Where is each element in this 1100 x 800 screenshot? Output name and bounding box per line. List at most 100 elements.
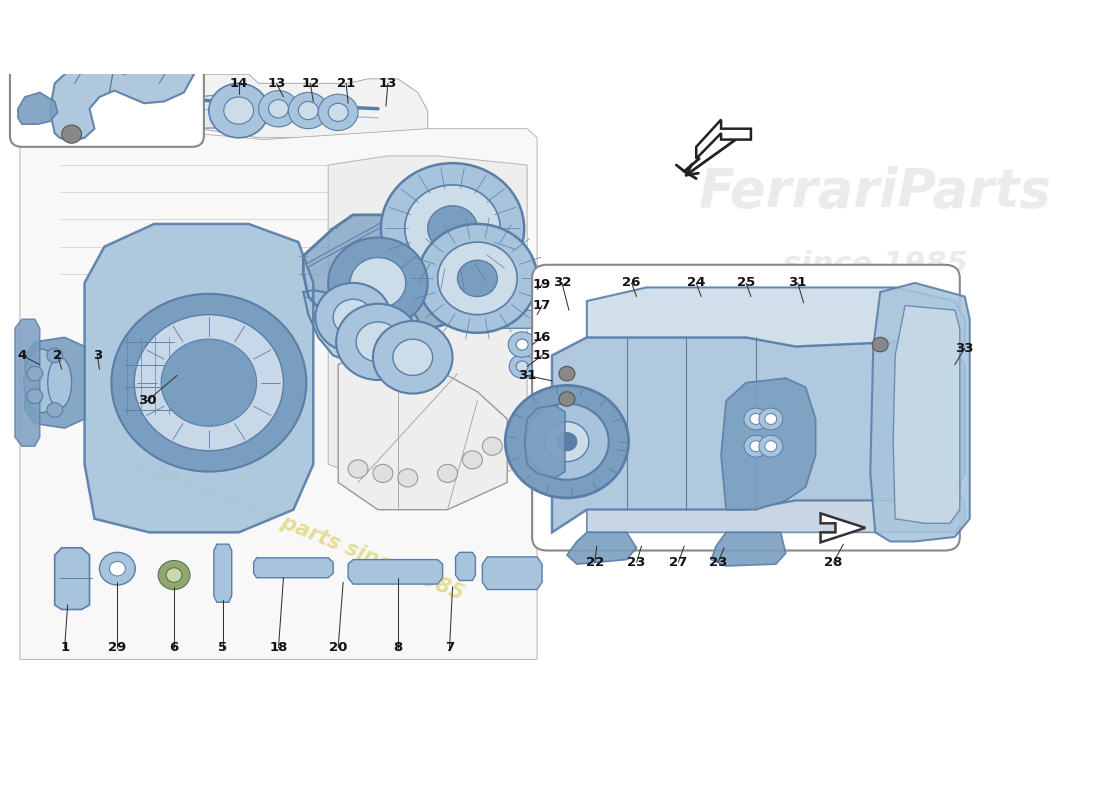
Text: 29: 29: [108, 641, 126, 654]
Polygon shape: [328, 156, 527, 482]
Text: 24: 24: [688, 277, 705, 290]
Text: 19: 19: [532, 278, 551, 291]
Polygon shape: [483, 557, 542, 590]
Circle shape: [544, 422, 588, 462]
Circle shape: [46, 402, 63, 417]
Polygon shape: [893, 306, 960, 523]
Polygon shape: [254, 558, 333, 578]
Text: 17: 17: [532, 299, 551, 312]
Text: 3: 3: [92, 349, 102, 362]
FancyBboxPatch shape: [532, 265, 960, 550]
Circle shape: [750, 441, 762, 452]
Polygon shape: [722, 378, 815, 510]
Text: 16: 16: [532, 331, 551, 344]
Circle shape: [223, 97, 254, 124]
Polygon shape: [18, 93, 57, 124]
Circle shape: [764, 441, 777, 452]
Circle shape: [328, 103, 348, 122]
Circle shape: [318, 94, 359, 130]
Circle shape: [134, 314, 284, 450]
Circle shape: [744, 435, 768, 457]
Circle shape: [373, 321, 452, 394]
Circle shape: [109, 562, 125, 576]
Circle shape: [872, 338, 888, 352]
Text: 8: 8: [393, 641, 403, 654]
Circle shape: [462, 450, 483, 469]
Text: 32: 32: [553, 277, 571, 290]
Polygon shape: [525, 406, 565, 478]
Text: 20: 20: [329, 641, 348, 654]
Polygon shape: [455, 552, 475, 581]
Text: 12: 12: [301, 77, 319, 90]
Circle shape: [350, 258, 406, 308]
Polygon shape: [55, 548, 89, 610]
Circle shape: [438, 464, 458, 482]
Text: 2: 2: [53, 349, 63, 362]
Text: 5: 5: [218, 641, 228, 654]
Text: 15: 15: [532, 349, 551, 362]
Text: 27: 27: [669, 556, 688, 569]
Text: 14: 14: [230, 77, 248, 90]
Polygon shape: [304, 215, 487, 338]
Polygon shape: [870, 283, 970, 542]
Circle shape: [333, 299, 373, 335]
Text: 9: 9: [77, 0, 86, 1]
Circle shape: [258, 90, 298, 127]
Text: 31: 31: [789, 277, 807, 290]
Circle shape: [111, 294, 306, 472]
Polygon shape: [552, 338, 965, 532]
Circle shape: [46, 348, 63, 362]
Circle shape: [405, 185, 500, 272]
Text: 31: 31: [518, 369, 537, 382]
Polygon shape: [348, 559, 442, 584]
Circle shape: [428, 206, 477, 251]
Circle shape: [509, 354, 535, 378]
Circle shape: [505, 386, 628, 498]
Polygon shape: [184, 93, 258, 129]
Circle shape: [559, 366, 575, 381]
FancyBboxPatch shape: [10, 0, 204, 147]
Circle shape: [381, 163, 525, 294]
Circle shape: [759, 408, 783, 430]
Circle shape: [373, 464, 393, 482]
Circle shape: [298, 102, 318, 120]
Text: 13: 13: [378, 77, 397, 90]
Text: 25: 25: [737, 277, 755, 290]
Text: 13: 13: [267, 77, 286, 90]
Circle shape: [744, 408, 768, 430]
Polygon shape: [821, 514, 866, 542]
Circle shape: [62, 125, 81, 143]
Text: 7: 7: [446, 641, 454, 654]
Polygon shape: [20, 129, 537, 659]
Circle shape: [166, 568, 182, 582]
Circle shape: [393, 339, 432, 375]
Polygon shape: [85, 224, 313, 532]
Text: since 1985: since 1985: [783, 250, 968, 279]
Polygon shape: [566, 532, 637, 564]
Circle shape: [759, 435, 783, 457]
Text: 30: 30: [138, 394, 156, 407]
Circle shape: [161, 339, 256, 426]
Polygon shape: [184, 74, 428, 138]
Circle shape: [516, 361, 528, 372]
Text: 10: 10: [122, 0, 141, 1]
Text: 21: 21: [337, 77, 355, 90]
Circle shape: [26, 366, 43, 381]
Circle shape: [764, 414, 777, 425]
Circle shape: [516, 339, 528, 350]
Circle shape: [348, 460, 369, 478]
Circle shape: [268, 100, 288, 118]
Text: a passion for parts since 1985: a passion for parts since 1985: [130, 452, 466, 604]
Text: 1: 1: [60, 641, 69, 654]
Circle shape: [316, 283, 390, 352]
Text: 4: 4: [18, 349, 26, 362]
Polygon shape: [586, 287, 965, 351]
Text: 23: 23: [627, 556, 646, 569]
Circle shape: [337, 304, 420, 380]
Polygon shape: [338, 355, 507, 510]
Text: 22: 22: [585, 556, 604, 569]
Polygon shape: [213, 544, 232, 602]
Circle shape: [750, 414, 762, 425]
Ellipse shape: [47, 358, 72, 408]
Circle shape: [209, 83, 268, 138]
